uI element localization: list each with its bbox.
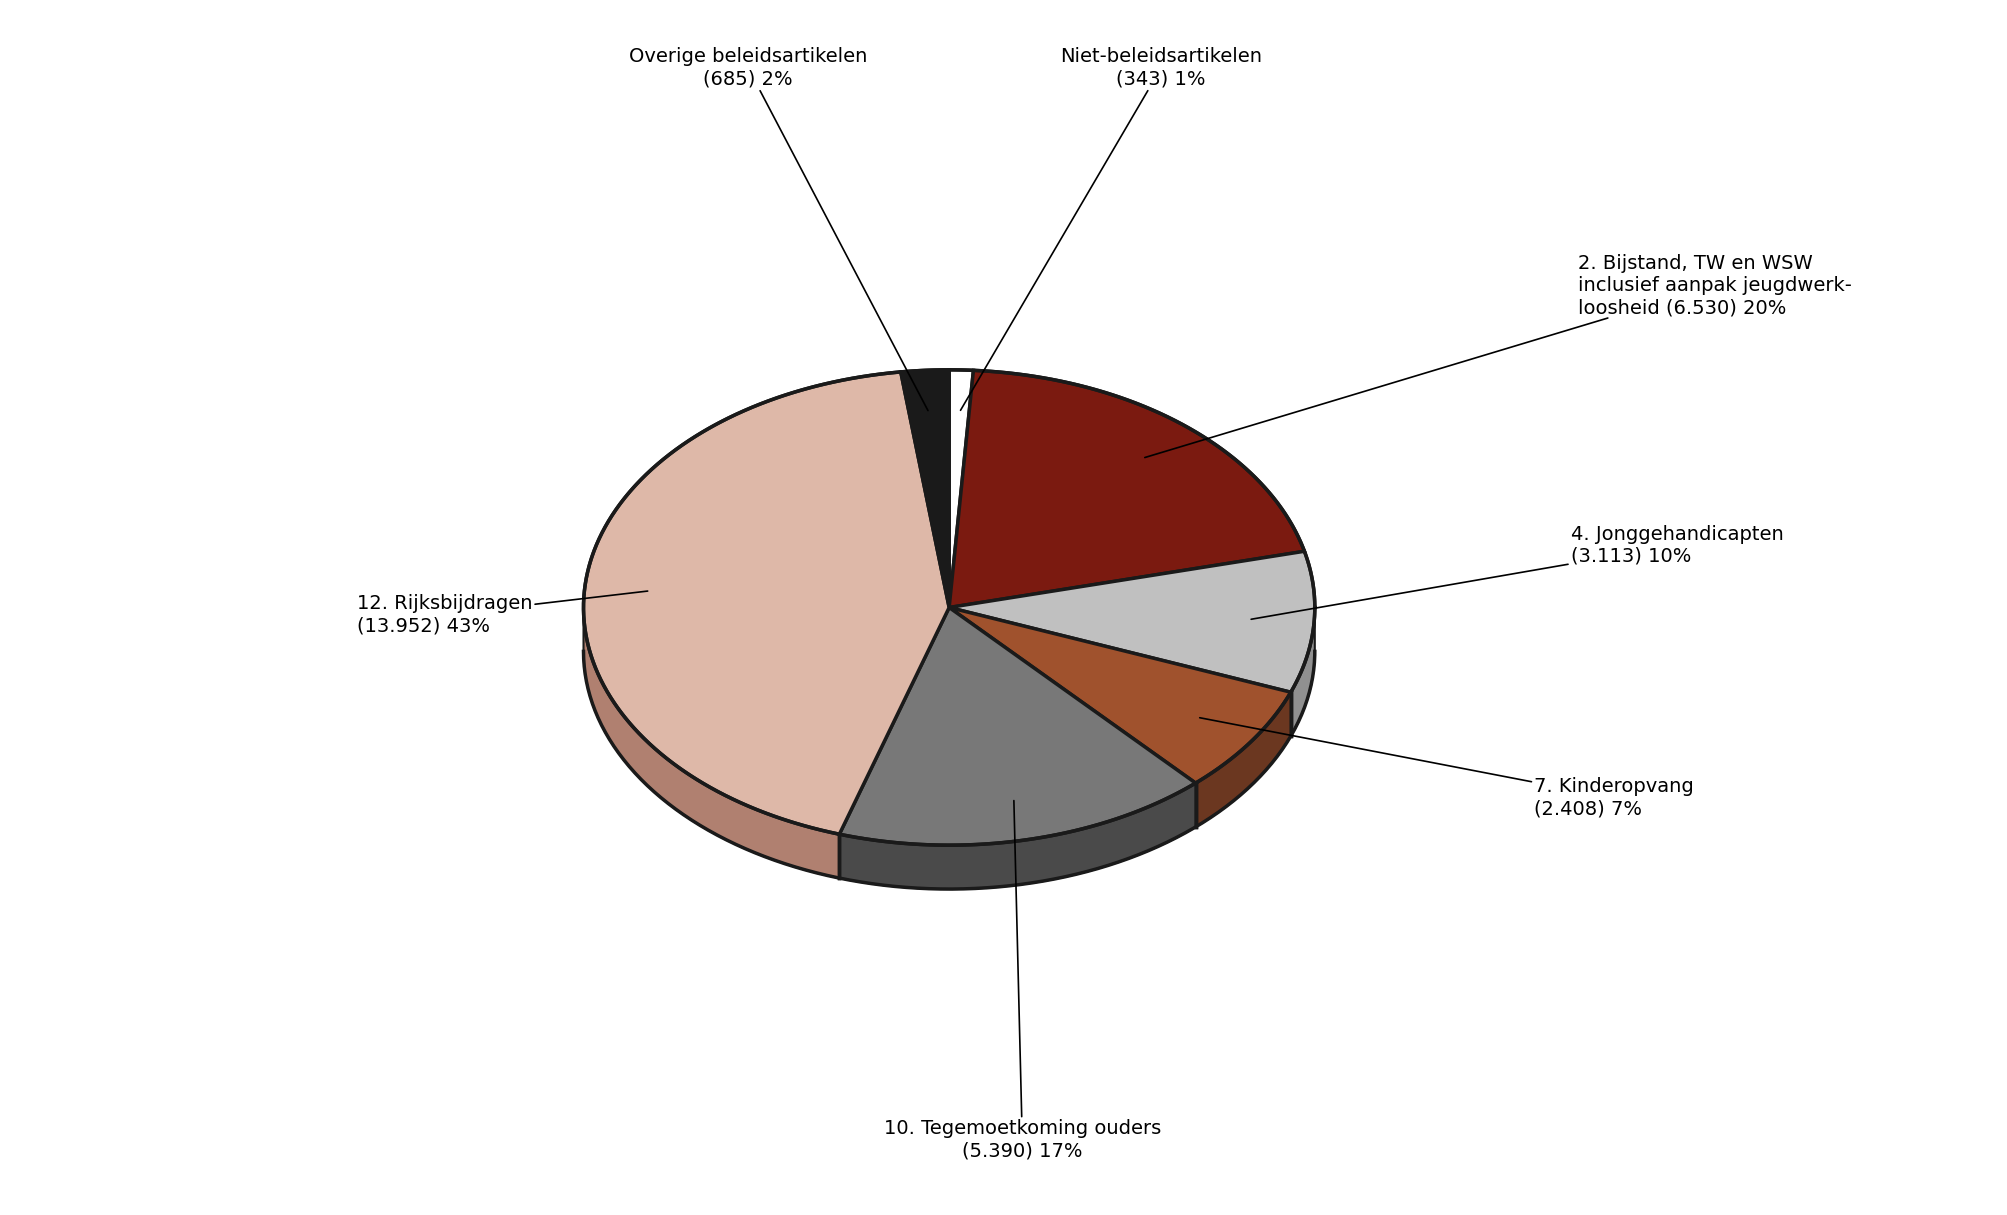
Polygon shape xyxy=(901,369,949,608)
Polygon shape xyxy=(839,784,1194,889)
Polygon shape xyxy=(584,610,839,878)
Text: 10. Tegemoetkoming ouders
(5.390) 17%: 10. Tegemoetkoming ouders (5.390) 17% xyxy=(883,801,1160,1160)
Text: Overige beleidsartikelen
(685) 2%: Overige beleidsartikelen (685) 2% xyxy=(628,47,927,411)
Text: 7. Kinderopvang
(2.408) 7%: 7. Kinderopvang (2.408) 7% xyxy=(1198,718,1694,818)
Text: Niet-beleidsartikelen
(343) 1%: Niet-beleidsartikelen (343) 1% xyxy=(959,47,1262,411)
Polygon shape xyxy=(584,372,949,835)
Polygon shape xyxy=(949,608,1291,784)
Polygon shape xyxy=(949,552,1315,693)
Text: 2. Bijstand, TW en WSW
inclusief aanpak jeugdwerk-
loosheid (6.530) 20%: 2. Bijstand, TW en WSW inclusief aanpak … xyxy=(1144,254,1850,458)
Polygon shape xyxy=(1194,693,1291,827)
Polygon shape xyxy=(949,369,973,608)
Text: 4. Jonggehandicapten
(3.113) 10%: 4. Jonggehandicapten (3.113) 10% xyxy=(1250,525,1782,620)
Text: 12. Rijksbijdragen
(13.952) 43%: 12. Rijksbijdragen (13.952) 43% xyxy=(357,590,648,635)
Polygon shape xyxy=(839,608,1194,846)
Polygon shape xyxy=(949,371,1305,608)
Polygon shape xyxy=(1291,609,1315,736)
